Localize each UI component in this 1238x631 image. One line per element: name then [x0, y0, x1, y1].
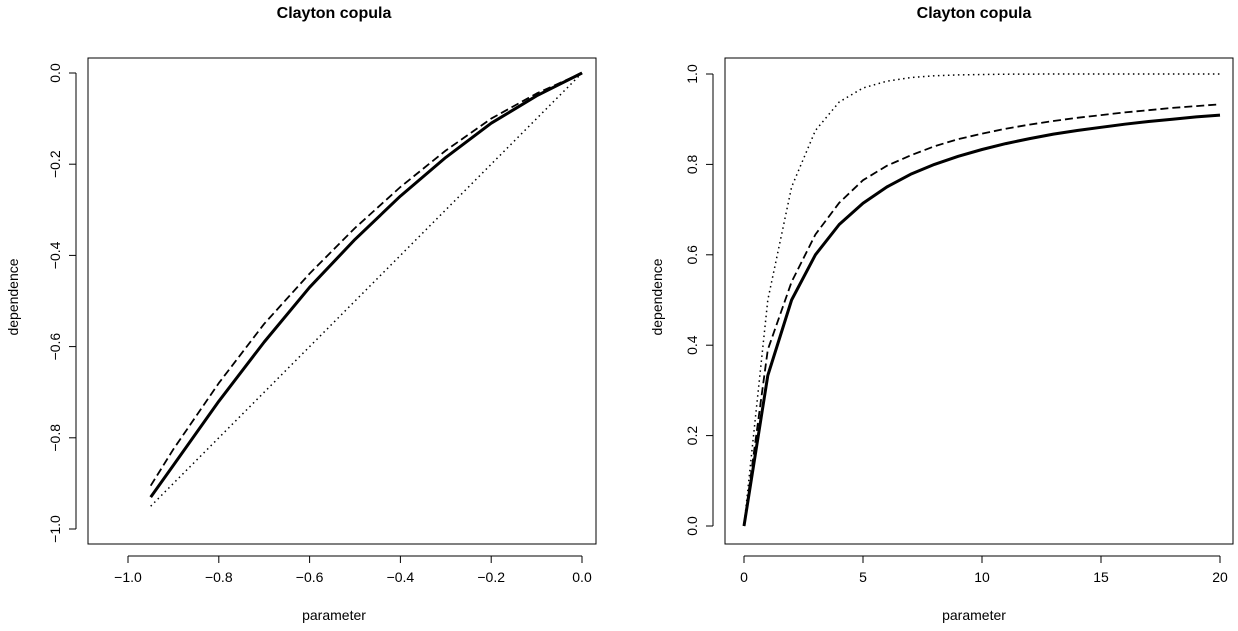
x-tick-label: 0.0 [572, 569, 592, 585]
y-tick-label: −0.4 [47, 241, 63, 269]
series-line-dashed [149, 72, 583, 487]
x-axis-label: parameter [942, 607, 1006, 623]
left-chart-panel: Clayton copula −1.0 −0.8 −0.6 −0.4 −0.2 0.0−1… [5, 5, 597, 623]
right-chart-panel: Clayton copula 0 5 10 15 20 0.0 0.2 0.4 0.6 0.8 1.… [649, 5, 1234, 623]
y-tick-label: −1.0 [47, 515, 63, 543]
y-tick-label: 0.4 [684, 335, 700, 355]
plot-frame [87, 57, 597, 545]
x-tick-label: 0 [740, 569, 748, 585]
y-tick-label: 1.0 [684, 64, 700, 84]
y-tick-label: 0.0 [47, 63, 63, 83]
series-line-dashed [743, 103, 1221, 527]
series-line-solid [149, 71, 583, 498]
plot-frame [724, 57, 1234, 545]
x-tick-label: −1.0 [114, 569, 142, 585]
y-tick-label: −0.6 [47, 333, 63, 361]
y-tick-label: 0.8 [684, 154, 700, 174]
x-tick-label: −0.6 [296, 569, 324, 585]
x-tick-label: 15 [1093, 569, 1109, 585]
series-line-dotted [150, 72, 583, 507]
y-tick-label: −0.2 [47, 150, 63, 178]
y-tick-label: −0.8 [47, 424, 63, 452]
x-tick-label: 10 [974, 569, 990, 585]
x-tick-label: 5 [859, 569, 867, 585]
series-lines [742, 73, 1221, 527]
x-tick-label: −0.2 [477, 569, 505, 585]
x-tick-label: 20 [1212, 569, 1228, 585]
y-tick-label: 0.0 [684, 516, 700, 536]
chart-title: Clayton copula [277, 5, 392, 22]
x-tick-label: −0.4 [387, 569, 415, 585]
y-axis-label: dependence [5, 258, 21, 335]
chart-title: Clayton copula [917, 5, 1032, 22]
y-axis-label: dependence [649, 258, 665, 335]
axis-ticks: −1.0 −0.8 −0.6 −0.4 −0.2 0.0 −1.0 −0.8 −0.6 −0.4 −… [47, 63, 592, 585]
series-line-solid [742, 113, 1221, 527]
axis-ticks: 0 5 10 15 20 0.0 0.2 0.4 0.6 0.8 1.0 [684, 64, 1228, 585]
series-lines [149, 71, 583, 507]
x-axis-label: parameter [302, 607, 366, 623]
y-tick-label: 0.6 [684, 245, 700, 265]
x-tick-label: −0.8 [205, 569, 233, 585]
y-tick-label: 0.2 [684, 426, 700, 446]
series-line-dotted [743, 73, 1220, 527]
